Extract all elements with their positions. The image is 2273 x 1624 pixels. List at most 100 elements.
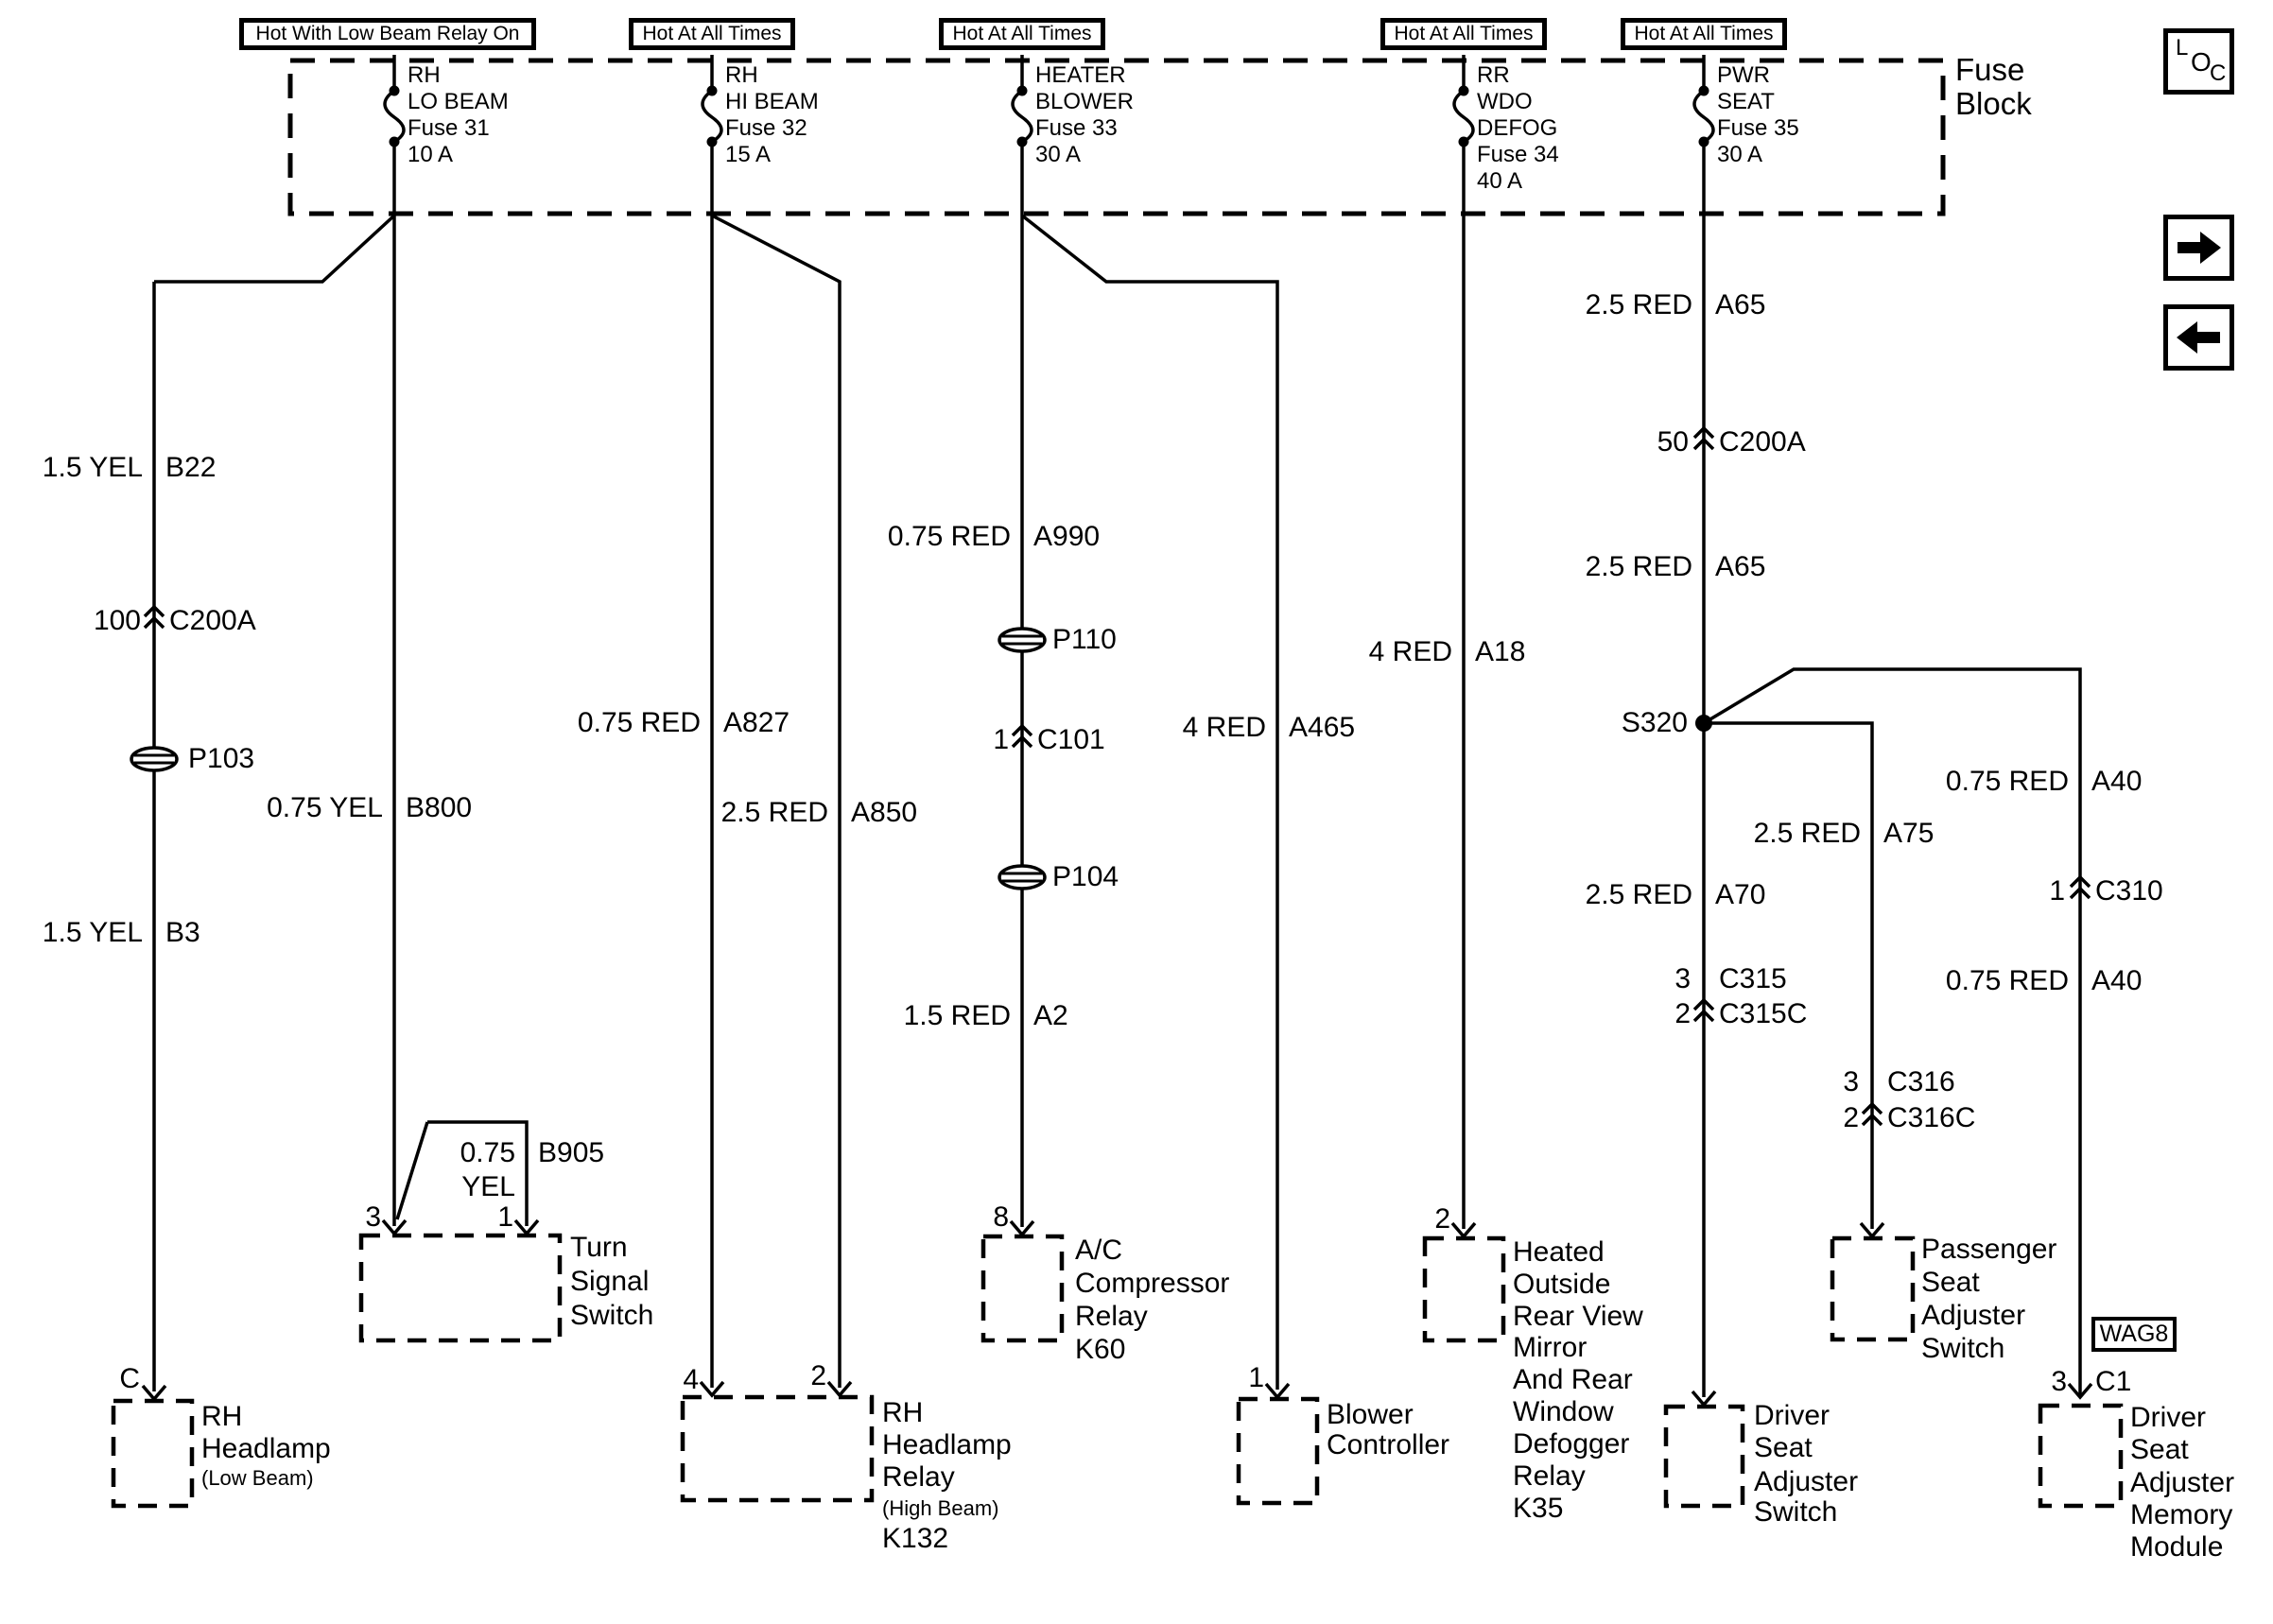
wire-gauge-label: 2.5 RED [1585, 879, 1692, 910]
next-page-button[interactable] [2163, 215, 2234, 281]
circuit-id-label: A65 [1715, 289, 1766, 320]
component-name-line: Window [1513, 1396, 1614, 1427]
fuse33-line1: HEATER [1035, 62, 1126, 88]
component-code: K35 [1513, 1493, 1564, 1524]
wire-runs [152, 214, 2082, 1397]
component-name-line: Compressor [1075, 1268, 1230, 1299]
component-name-line: Memory [2130, 1499, 2233, 1530]
wire-gauge-label: 0.75 RED [887, 521, 1011, 552]
pin-label: C [119, 1363, 140, 1394]
component-name-line: Relay [1075, 1301, 1148, 1332]
connector-id-label: C310 [2095, 875, 2163, 907]
pin-label: 8 [993, 1201, 1009, 1233]
component-name-line: Relay [1513, 1460, 1586, 1492]
circuit-id-label: A70 [1715, 879, 1766, 910]
circuit-id-label: A990 [1033, 521, 1101, 552]
harness-tag: WAG8 [2091, 1317, 2177, 1352]
component-name-line: Adjuster [2130, 1467, 2235, 1498]
pin-label: 4 [683, 1364, 699, 1395]
circuit-id-label: A850 [851, 797, 918, 828]
wire-gauge-label: 0.75 RED [1945, 766, 2069, 797]
loc-letter-l: L [2176, 35, 2189, 60]
fuse35-line2: SEAT [1717, 89, 1775, 114]
power-feed-label-4: Hot At All Times [1380, 18, 1547, 50]
component-name-line: Seat [2130, 1434, 2189, 1465]
power-feed-text: Hot At All Times [1394, 23, 1534, 44]
component-name-line: Headlamp [882, 1429, 1012, 1460]
fuse33-line4: 30 A [1035, 142, 1082, 167]
pin-label: 2 [810, 1360, 826, 1391]
component-name-line: Defogger [1513, 1428, 1630, 1460]
wire-gauge-label: 2.5 RED [1753, 818, 1861, 849]
component-name-line: RH [201, 1401, 243, 1432]
fuse34-line5: 40 A [1477, 168, 1523, 194]
prev-page-button[interactable] [2163, 304, 2234, 371]
connector-id-label: C200A [169, 605, 256, 636]
wire-gauge-label: 1.5 RED [903, 1000, 1011, 1031]
fuse31-line1: RH [408, 62, 441, 88]
pin-label: 1 [1248, 1362, 1264, 1393]
connector-pin-count: 1 [2049, 875, 2065, 907]
circuit-id-label: A40 [2091, 965, 2143, 996]
right-arrow-icon [2178, 232, 2221, 264]
harness-tag-text: WAG8 [2099, 1321, 2169, 1347]
connector-pin-count: 2 [1843, 1102, 1859, 1133]
component-name-line: Rear View [1513, 1301, 1643, 1332]
component-name-line: Adjuster [1754, 1466, 1859, 1497]
component-name-line: Adjuster [1921, 1300, 2026, 1331]
pin-label: 3 [365, 1201, 381, 1233]
component-name-line: Controller [1327, 1429, 1450, 1460]
wire-gauge-label: 0.75 RED [1945, 965, 2069, 996]
fuse35-line3: Fuse 35 [1717, 115, 1799, 141]
connector-id-label: C315 [1719, 963, 1787, 994]
component-name-line: A/C [1075, 1235, 1123, 1266]
power-feed-label-5: Hot At All Times [1621, 18, 1787, 50]
left-arrow-icon [2177, 321, 2220, 354]
component-name-line: Heated [1513, 1236, 1605, 1268]
pin-label: 1 [497, 1201, 513, 1233]
circuit-id-label: B905 [538, 1137, 605, 1168]
connector-id-label: C316C [1887, 1102, 1976, 1133]
splice-symbols [130, 627, 1047, 890]
passenger-seat-switch-box [1830, 1235, 1916, 1342]
connector-pin-count: 3 [1843, 1066, 1859, 1097]
component-name-line: Turn [570, 1232, 628, 1263]
connector-symbols [143, 425, 2091, 1127]
memory-module-box [2038, 1403, 2124, 1509]
wire-gauge-label: 0.75 YEL [267, 792, 383, 823]
connector-pin-count: 100 [93, 605, 141, 636]
rh-headlamp-box [111, 1398, 195, 1509]
fuse31-line4: 10 A [408, 142, 454, 167]
splice-label: P110 [1052, 624, 1117, 655]
circuit-id-label: B3 [165, 917, 200, 948]
power-feed-label-1: Hot With Low Beam Relay On [239, 18, 536, 50]
wire-gauge-label: 0.75 RED [577, 707, 701, 738]
component-name-line: Switch [1754, 1496, 1838, 1528]
connector-id-label: C316 [1887, 1066, 1955, 1097]
loc-button[interactable]: L O C [2163, 28, 2234, 95]
circuit-id-label: A18 [1475, 636, 1526, 667]
blower-controller-box [1236, 1396, 1320, 1506]
component-subname: (Low Beam) [201, 1466, 314, 1490]
splice-label: P104 [1052, 861, 1119, 892]
turn-signal-switch-box [358, 1233, 563, 1343]
component-name-line: Driver [2130, 1402, 2206, 1433]
circuit-id-label: A65 [1715, 551, 1766, 582]
component-code: K60 [1075, 1334, 1126, 1365]
component-name-line: Mirror [1513, 1332, 1588, 1363]
fuse34-line2: WDO [1477, 89, 1533, 114]
power-feed-label-2: Hot At All Times [629, 18, 795, 50]
component-name-line: Outside [1513, 1269, 1611, 1300]
circuit-id-label: A75 [1883, 818, 1935, 849]
wire-gauge-label: 1.5 YEL [42, 917, 143, 948]
connector-pin-count: 1 [993, 724, 1009, 755]
power-feed-label-3: Hot At All Times [939, 18, 1105, 50]
component-subname: (High Beam) [882, 1496, 999, 1520]
component-name-line: Module [2130, 1531, 2224, 1563]
component-name-line: Relay [882, 1461, 955, 1493]
component-name-line: Seat [1754, 1432, 1813, 1463]
wire-gauge-label: 2.5 RED [720, 797, 828, 828]
connector-pin-count: 50 [1657, 426, 1689, 458]
